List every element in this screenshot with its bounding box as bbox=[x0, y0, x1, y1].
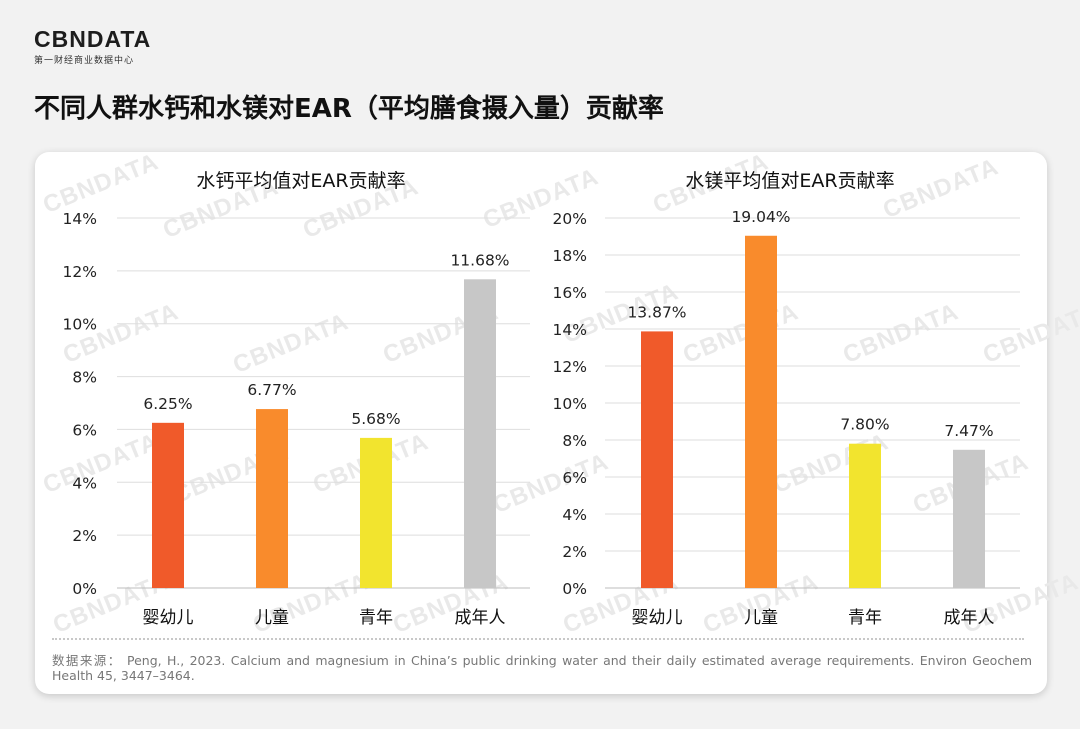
brand-logo: CBNDATA 第一财经商业数据中心 bbox=[34, 27, 151, 66]
data-label: 6.77% bbox=[247, 381, 296, 399]
y-tick-label: 6% bbox=[72, 421, 97, 439]
y-tick-label: 10% bbox=[63, 316, 97, 334]
y-tick-label: 2% bbox=[562, 543, 587, 561]
y-tick-label: 6% bbox=[562, 469, 587, 487]
data-label: 11.68% bbox=[450, 251, 509, 269]
bar bbox=[745, 235, 777, 588]
data-label: 19.04% bbox=[731, 208, 790, 226]
y-tick-label: 8% bbox=[562, 432, 587, 450]
bar bbox=[464, 279, 496, 588]
y-tick-label: 4% bbox=[562, 506, 587, 524]
y-tick-label: 14% bbox=[553, 321, 587, 339]
y-tick-label: 18% bbox=[553, 247, 587, 265]
x-tick-label: 婴幼儿 bbox=[632, 608, 683, 628]
data-label: 5.68% bbox=[351, 410, 400, 428]
data-label: 7.80% bbox=[840, 416, 889, 434]
bar bbox=[152, 422, 184, 588]
y-tick-label: 14% bbox=[63, 210, 97, 228]
y-tick-label: 10% bbox=[553, 395, 587, 413]
bar bbox=[849, 443, 881, 588]
bar bbox=[360, 437, 392, 588]
y-tick-label: 16% bbox=[553, 284, 587, 302]
bar bbox=[641, 331, 673, 588]
y-tick-label: 2% bbox=[72, 527, 97, 545]
y-tick-label: 4% bbox=[72, 474, 97, 492]
x-tick-label: 儿童 bbox=[255, 608, 289, 628]
page-title: 不同人群水钙和水镁对EAR（平均膳食摄入量）贡献率 bbox=[34, 94, 664, 124]
y-tick-label: 0% bbox=[562, 580, 587, 598]
data-label: 6.25% bbox=[143, 395, 192, 413]
x-tick-label: 婴幼儿 bbox=[143, 608, 194, 628]
y-tick-label: 12% bbox=[63, 263, 97, 281]
x-tick-label: 成年人 bbox=[455, 608, 506, 628]
x-tick-label: 儿童 bbox=[744, 608, 778, 628]
x-tick-label: 青年 bbox=[359, 608, 393, 628]
x-tick-label: 成年人 bbox=[944, 608, 995, 628]
chart-title: 水钙平均值对EAR贡献率 bbox=[196, 170, 405, 192]
bar bbox=[953, 449, 985, 588]
x-tick-label: 青年 bbox=[848, 608, 882, 628]
chart-title: 水镁平均值对EAR贡献率 bbox=[685, 170, 894, 192]
data-label: 7.47% bbox=[944, 422, 993, 440]
data-label: 13.87% bbox=[627, 303, 686, 321]
y-tick-label: 12% bbox=[553, 358, 587, 376]
footer-divider bbox=[52, 638, 1024, 640]
logo-subtitle: 第一财经商业数据中心 bbox=[34, 56, 135, 66]
y-tick-label: 0% bbox=[72, 580, 97, 598]
chart-card bbox=[35, 152, 1047, 694]
source-note: 数据来源： Peng, H., 2023. Calcium and magnes… bbox=[52, 653, 1032, 683]
logo-wordmark: CBNDATA bbox=[34, 26, 152, 52]
bar bbox=[256, 409, 288, 588]
y-tick-label: 8% bbox=[72, 369, 97, 387]
y-tick-label: 20% bbox=[553, 210, 587, 228]
